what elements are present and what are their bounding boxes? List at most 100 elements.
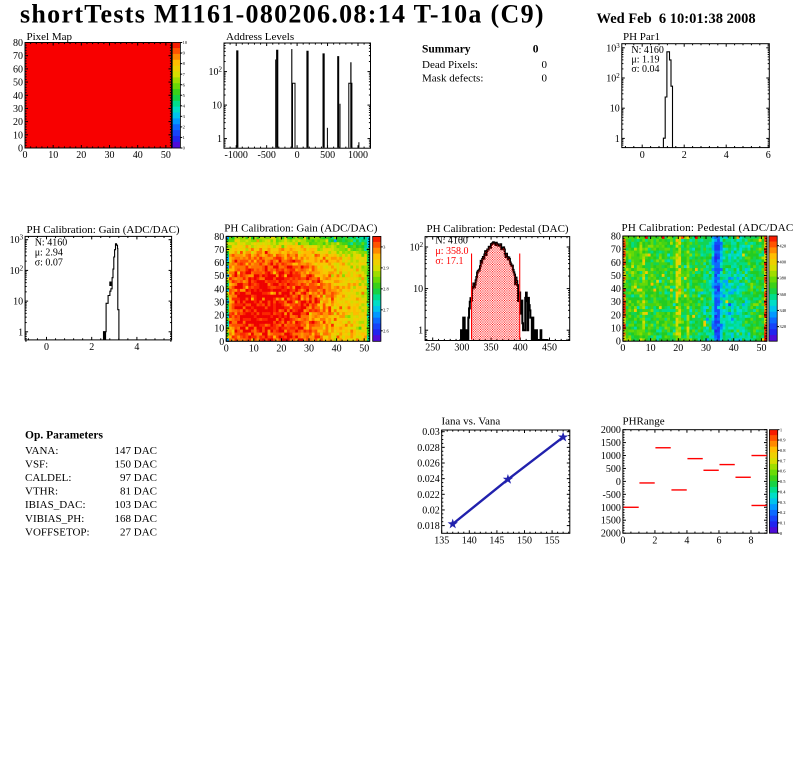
svg-text:2: 2 (652, 535, 657, 546)
svg-text:0.018: 0.018 (417, 521, 440, 532)
svg-text:VOFFSETOP:: VOFFSETOP: (25, 526, 90, 538)
svg-text:30: 30 (13, 104, 23, 115)
svg-text:250: 250 (425, 342, 440, 353)
svg-text:80: 80 (214, 232, 224, 243)
svg-text:1000: 1000 (348, 150, 368, 161)
svg-text:420: 420 (779, 243, 787, 248)
svg-text:2: 2 (682, 150, 687, 161)
svg-text:20: 20 (13, 117, 23, 128)
svg-text:70: 70 (611, 245, 621, 256)
svg-text:2.7: 2.7 (383, 307, 389, 312)
svg-text:380: 380 (779, 276, 787, 281)
svg-text:μ: 1.19: μ: 1.19 (631, 55, 659, 66)
svg-text:10: 10 (183, 40, 188, 45)
svg-text:20: 20 (673, 343, 683, 354)
svg-text:N: 4160: N: 4160 (631, 45, 664, 56)
svg-text:80: 80 (13, 38, 23, 49)
svg-text:0: 0 (616, 337, 621, 348)
svg-text:10: 10 (611, 324, 621, 335)
svg-text:0.6: 0.6 (780, 469, 786, 474)
svg-text:10: 10 (610, 104, 620, 115)
svg-text:μ: 358.0: μ: 358.0 (435, 246, 468, 257)
svg-text:0: 0 (620, 343, 625, 354)
svg-text:0: 0 (542, 72, 548, 84)
svg-text:1: 1 (183, 135, 185, 140)
svg-text:PH Par1: PH Par1 (623, 31, 660, 43)
svg-text:Op. Parameters: Op. Parameters (25, 430, 103, 442)
svg-text:-1000: -1000 (225, 150, 248, 161)
svg-text:10: 10 (48, 150, 58, 161)
svg-text:0.03: 0.03 (422, 427, 440, 438)
svg-text:CALDEL:: CALDEL: (25, 472, 71, 484)
svg-text:IBIAS_DAC:: IBIAS_DAC: (25, 499, 86, 511)
svg-text:0: 0 (44, 342, 49, 353)
svg-text:50: 50 (757, 343, 767, 354)
svg-text:10: 10 (13, 297, 23, 308)
svg-text:340: 340 (779, 308, 787, 313)
svg-text:81 DAC: 81 DAC (120, 486, 157, 498)
svg-text:1: 1 (217, 134, 222, 145)
svg-text:60: 60 (13, 64, 23, 75)
svg-text:6: 6 (717, 535, 722, 546)
svg-text:140: 140 (462, 535, 477, 546)
svg-text:1500: 1500 (601, 438, 621, 449)
svg-text:40: 40 (332, 343, 342, 354)
svg-text:10: 10 (214, 324, 224, 335)
svg-text:0.4: 0.4 (780, 489, 786, 494)
svg-text:0.028: 0.028 (417, 443, 440, 454)
svg-text:Pixel Map: Pixel Map (27, 31, 73, 43)
svg-text:1000: 1000 (601, 503, 621, 514)
svg-text:500: 500 (606, 464, 621, 475)
svg-text:80: 80 (611, 232, 621, 243)
svg-text:VIBIAS_PH:: VIBIAS_PH: (25, 513, 84, 525)
svg-text:N: 4160: N: 4160 (435, 235, 468, 246)
svg-text:0: 0 (542, 59, 548, 71)
svg-text:2000: 2000 (601, 425, 621, 436)
svg-text:μ: 2.94: μ: 2.94 (35, 247, 63, 258)
svg-text:0: 0 (219, 337, 224, 348)
svg-text:9: 9 (183, 51, 186, 56)
svg-text:σ: 17.1: σ: 17.1 (435, 256, 463, 267)
svg-text:147 DAC: 147 DAC (115, 445, 157, 457)
svg-text:2000: 2000 (601, 529, 621, 540)
svg-text:6: 6 (183, 82, 186, 87)
svg-text:8: 8 (749, 535, 754, 546)
svg-text:PH Calibration: Gain (ADC/DAC): PH Calibration: Gain (ADC/DAC) (27, 224, 180, 236)
svg-text:4: 4 (684, 535, 689, 546)
svg-text:2.9: 2.9 (383, 266, 389, 271)
svg-text:0.2: 0.2 (780, 510, 786, 515)
svg-text:σ: 0.07: σ: 0.07 (35, 257, 63, 268)
svg-text:0: 0 (640, 150, 645, 161)
svg-text:0.024: 0.024 (417, 474, 440, 485)
svg-text:Summary: Summary (422, 44, 471, 56)
svg-text:40: 40 (214, 284, 224, 295)
svg-text:400: 400 (779, 260, 787, 265)
svg-text:20: 20 (276, 343, 286, 354)
svg-text:40: 40 (611, 284, 621, 295)
svg-text:10: 10 (212, 101, 222, 112)
svg-text:70: 70 (13, 51, 23, 62)
svg-text:168 DAC: 168 DAC (115, 513, 157, 525)
svg-text:0.1: 0.1 (780, 521, 786, 526)
svg-text:2: 2 (183, 125, 185, 130)
svg-text:50: 50 (214, 271, 224, 282)
svg-text:50: 50 (611, 271, 621, 282)
svg-text:0.7: 0.7 (780, 458, 786, 463)
svg-text:400: 400 (513, 342, 528, 353)
svg-text:N: 4160: N: 4160 (35, 237, 67, 248)
svg-text:103 DAC: 103 DAC (115, 499, 157, 511)
svg-text:3: 3 (183, 114, 186, 119)
svg-text:Address Levels: Address Levels (226, 31, 294, 43)
svg-text:20: 20 (214, 311, 224, 322)
svg-text:Wed Feb 6 10:01:38 2008: Wed Feb 6 10:01:38 2008 (597, 11, 756, 27)
svg-text:5: 5 (183, 93, 186, 98)
svg-text:50: 50 (13, 78, 23, 89)
svg-text:30: 30 (304, 343, 314, 354)
svg-text:0: 0 (18, 144, 23, 155)
svg-text:20: 20 (76, 150, 86, 161)
svg-text:145: 145 (489, 535, 504, 546)
svg-text:Dead Pixels:: Dead Pixels: (422, 59, 478, 71)
svg-text:-500: -500 (258, 150, 276, 161)
svg-text:10: 10 (249, 343, 259, 354)
svg-text:10: 10 (413, 284, 423, 295)
